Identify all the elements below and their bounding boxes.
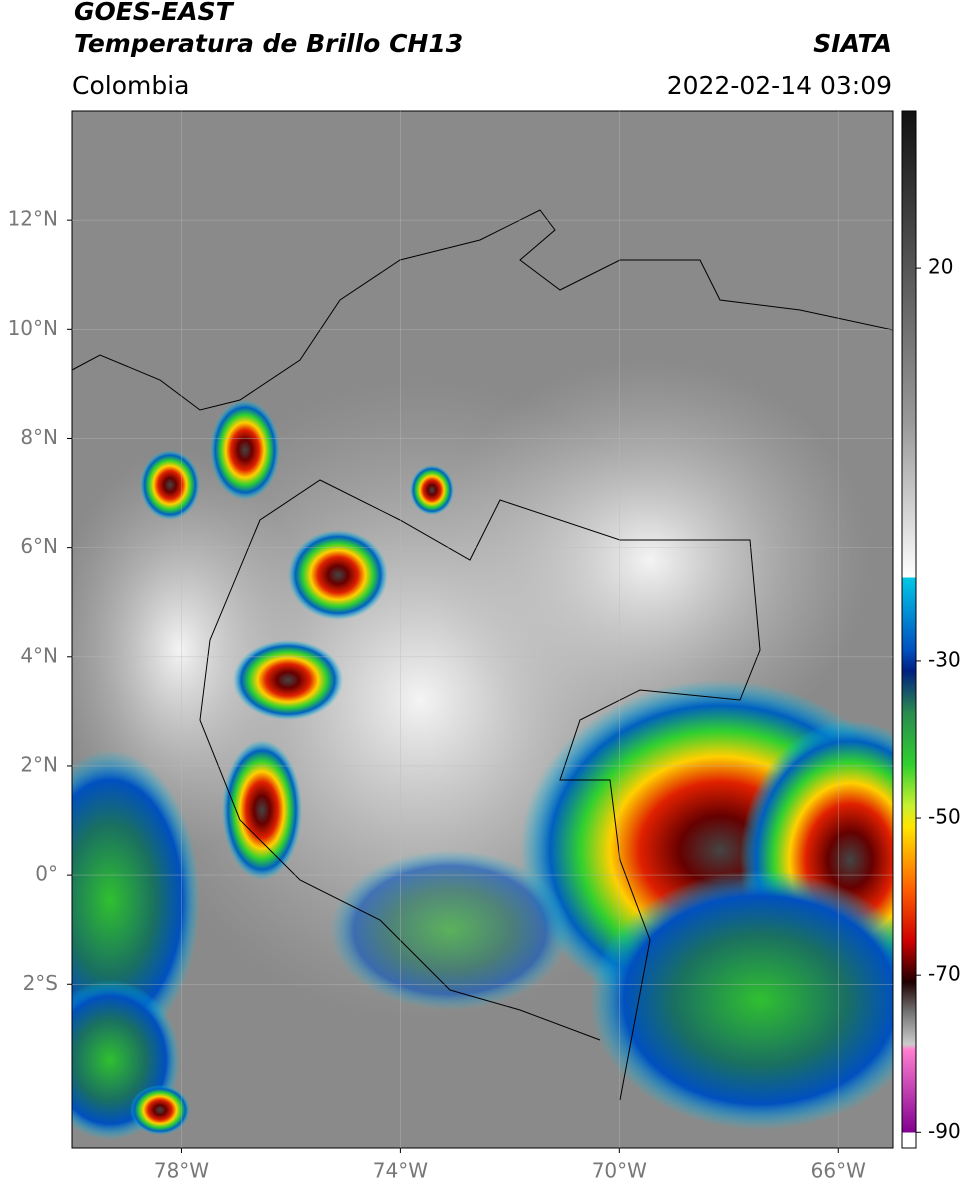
lat-tick-label: 4°N [20, 643, 58, 667]
product: Temperatura de Brillo CH13 [74, 29, 463, 58]
storm [130, 1085, 190, 1135]
satellite-image [72, 111, 893, 1148]
lon-tick-label: 78°W [154, 1159, 209, 1183]
colorbar-tick-label: -30 [928, 647, 961, 671]
lat-tick-label: 12°N [8, 207, 58, 231]
storm [222, 740, 302, 880]
colorbar-tick-label: -50 [928, 805, 961, 829]
map-frame [71, 110, 894, 1149]
lon-tick-label: 66°W [811, 1159, 866, 1183]
storm [140, 450, 200, 520]
storm [210, 400, 280, 500]
lon-tick-label: 74°W [373, 1159, 428, 1183]
storm [72, 750, 200, 1050]
cloud [430, 360, 870, 760]
lat-tick-label: 6°N [20, 534, 58, 558]
source: SIATA [813, 29, 892, 58]
satellite: GOES-EAST [74, 0, 235, 26]
storm [410, 465, 454, 515]
lon-tick-label: 70°W [592, 1159, 647, 1183]
storm [288, 530, 388, 620]
colorbar-tick-label: 20 [928, 255, 953, 279]
colorbar [901, 110, 917, 1149]
storm [233, 640, 343, 720]
lat-tick-label: 2°S [23, 971, 58, 995]
lat-tick-label: 8°N [20, 425, 58, 449]
colorbar-tick-label: -70 [928, 962, 961, 986]
region: Colombia [72, 71, 189, 100]
lat-tick-label: 0° [35, 862, 58, 886]
lat-tick-label: 2°N [20, 752, 58, 776]
coastline [72, 209, 893, 411]
lat-tick-label: 10°N [8, 316, 58, 340]
colorbar-tick-label: -90 [928, 1119, 961, 1143]
storm [590, 870, 893, 1130]
datetime: 2022-02-14 03:09 [667, 71, 892, 100]
storm [330, 850, 570, 1010]
border [199, 479, 761, 1101]
